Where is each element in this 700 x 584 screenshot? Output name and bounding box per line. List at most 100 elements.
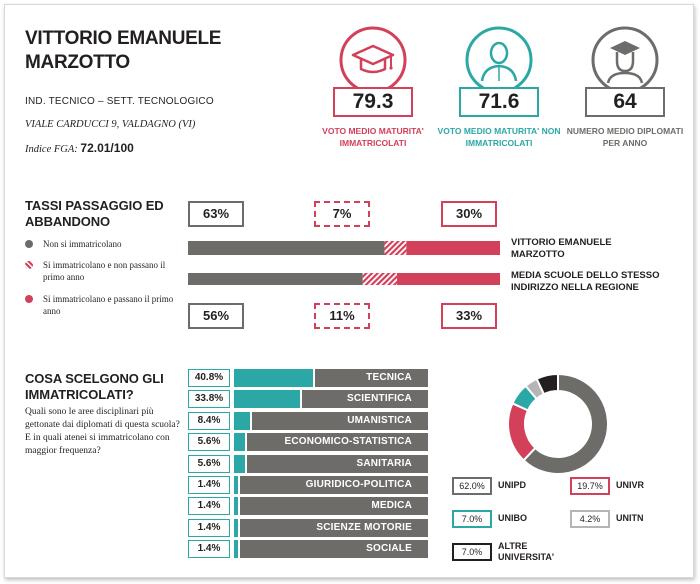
segment-non-passano <box>384 241 407 255</box>
pct-box: 56% <box>188 303 244 329</box>
area-bar-row: 33.8% SCIENTIFICA <box>188 390 428 409</box>
university-pct: 7.0% <box>452 543 492 561</box>
university-legend <box>5 5 6 6</box>
fga-value: 72.01/100 <box>80 141 134 155</box>
choices-description: Quali sono le aree disciplinari più gett… <box>25 407 180 456</box>
legend-label: Non si immatricolano <box>43 239 122 249</box>
university-name: ALTRE UNIVERSITA' <box>498 541 554 562</box>
fga-index: Indice FGA: 72.01/100 <box>25 141 134 155</box>
legend-label: Si immatricolano e passano il primo anno <box>43 294 174 316</box>
school-address: VIALE CARDUCCI 9, VALDAGNO (VI) <box>25 119 196 130</box>
area-bar-row: 1.4% GIURIDICO-POLITICA <box>188 476 428 494</box>
stat-value: 71.6 <box>459 87 539 117</box>
university-name: UNIVR <box>616 480 645 490</box>
legend-dot <box>25 240 33 248</box>
area-bar-value: 1.4% <box>188 476 230 494</box>
university-pct: 19.7% <box>570 477 610 495</box>
area-bar-row: 1.4% SOCIALE <box>188 540 428 559</box>
stat-label: VOTO MEDIO MATURITA' IMMATRICOLATI <box>322 126 424 148</box>
area-bar-fill <box>234 369 314 387</box>
area-bar-label: SCIENTIFICA <box>301 390 428 409</box>
donut-slice-altre <box>535 372 559 396</box>
area-bar-label: MEDICA <box>240 497 428 516</box>
stat-label: VOTO MEDIO MATURITA' NON IMMATRICOLATI <box>437 126 561 148</box>
report-card: VITTORIO EMANUELE MARZOTTO IND. TECNICO … <box>4 4 694 578</box>
stat-voto-non-immatricolati: 71.6 VOTO MEDIO MATURITA' NON IMMATRICOL… <box>434 25 564 165</box>
pct-box: 30% <box>441 201 497 227</box>
university-name: UNIPD <box>498 480 527 490</box>
area-bar-value: 1.4% <box>188 540 230 559</box>
university-donut <box>507 372 609 475</box>
school-bar-label: VITTORIO EMANUELE MARZOTTO <box>511 237 612 260</box>
pct-box: 7% <box>314 201 370 227</box>
area-bar-value: 8.4% <box>188 411 230 430</box>
area-bar-row: 1.4% MEDICA <box>188 497 428 516</box>
region-bar-label: MEDIA SCUOLE DELLO STESSO INDIRIZZO NELL… <box>511 270 660 293</box>
area-bar-fill <box>234 454 245 473</box>
stat-voto-immatricolati: 79.3 VOTO MEDIO MATURITA' IMMATRICOLATI <box>308 25 438 165</box>
donut-slice-unipd <box>522 372 609 475</box>
area-bar-value: 1.4% <box>188 497 230 516</box>
legend-dot <box>25 295 33 303</box>
area-bar-fill <box>234 518 238 537</box>
legend-item: Non si immatricolano <box>25 238 175 250</box>
area-bar-fill <box>234 390 300 409</box>
stat-value: 79.3 <box>333 87 413 117</box>
person-icon <box>465 26 533 94</box>
choices-title: COSA SCELGONO GLI IMMATRICOLATI? <box>25 371 164 402</box>
legend-dot <box>25 261 33 269</box>
pct-box: 11% <box>314 303 370 329</box>
stat-value: 64 <box>585 87 665 117</box>
passage-title: TASSI PASSAGGIO ED ABBANDONO <box>25 198 164 229</box>
university-pct: 7.0% <box>452 510 492 528</box>
area-bar-row: 40.8% TECNICA <box>188 369 428 387</box>
area-bar-fill <box>234 476 238 494</box>
university-pct: 4.2% <box>570 510 610 528</box>
segment-passano <box>397 273 500 285</box>
area-bar-label: GIURIDICO-POLITICA <box>240 476 428 494</box>
graduate-person-icon <box>591 26 659 94</box>
university-name: UNIBO <box>498 513 527 523</box>
area-bar-row: 5.6% ECONOMICO-STATISTICA <box>188 433 428 452</box>
segment-non-immatricolati <box>188 241 385 255</box>
segment-passano <box>406 241 500 255</box>
legend-item: Si immatricolano e passano il primo anno <box>25 293 175 317</box>
school-name: VITTORIO EMANUELE MARZOTTO <box>25 28 222 73</box>
area-bar-value: 5.6% <box>188 433 230 452</box>
pct-box: 63% <box>188 201 244 227</box>
area-bar-label: TECNICA <box>315 369 428 387</box>
school-bar <box>188 241 500 255</box>
legend-item: Si immatricolano e non passano il primo … <box>25 259 175 283</box>
area-bar-label: UMANISTICA <box>252 411 428 430</box>
school-type: IND. TECNICO – SETT. TECNOLOGICO <box>25 96 214 107</box>
legend-label: Si immatricolano e non passano il primo … <box>43 260 166 282</box>
graduation-cap-icon <box>339 26 407 94</box>
passage-bars <box>188 241 500 285</box>
segment-non-passano <box>362 273 398 285</box>
pct-box: 33% <box>441 303 497 329</box>
area-bar-fill <box>234 433 245 452</box>
area-bar-value: 5.6% <box>188 454 230 473</box>
area-bar-label: ECONOMICO-STATISTICA <box>246 433 428 452</box>
area-bar-value: 33.8% <box>188 390 230 409</box>
area-bar-row: 8.4% UMANISTICA <box>188 411 428 430</box>
area-bar-fill <box>234 411 251 430</box>
area-bar-label: SANITARIA <box>246 454 428 473</box>
area-bar-label: SOCIALE <box>240 540 428 559</box>
area-bar-value: 1.4% <box>188 518 230 537</box>
university-pct: 62.0% <box>452 477 492 495</box>
fga-label: Indice FGA: <box>25 144 78 155</box>
area-bars: 40.8% TECNICA 33.8% SCIENTIFICA 8.4% UMANISTI… <box>188 369 428 565</box>
area-bar-label: SCIENZE MOTORIE <box>240 518 428 537</box>
segment-non-immatricolati <box>188 273 363 285</box>
area-bar-row: 5.6% SANITARIA <box>188 454 428 473</box>
stat-numero-diplomati: 64 NUMERO MEDIO DIPLOMATI PER ANNO <box>560 25 690 165</box>
region-bar <box>188 273 500 285</box>
area-bar-row: 1.4% SCIENZE MOTORIE <box>188 518 428 537</box>
university-name: UNITN <box>616 513 644 523</box>
area-bar-fill <box>234 540 238 559</box>
area-bar-value: 40.8% <box>188 369 230 387</box>
area-bar-fill <box>234 497 238 516</box>
stat-label: NUMERO MEDIO DIPLOMATI PER ANNO <box>566 126 684 148</box>
donut-slice-univr <box>507 402 537 462</box>
